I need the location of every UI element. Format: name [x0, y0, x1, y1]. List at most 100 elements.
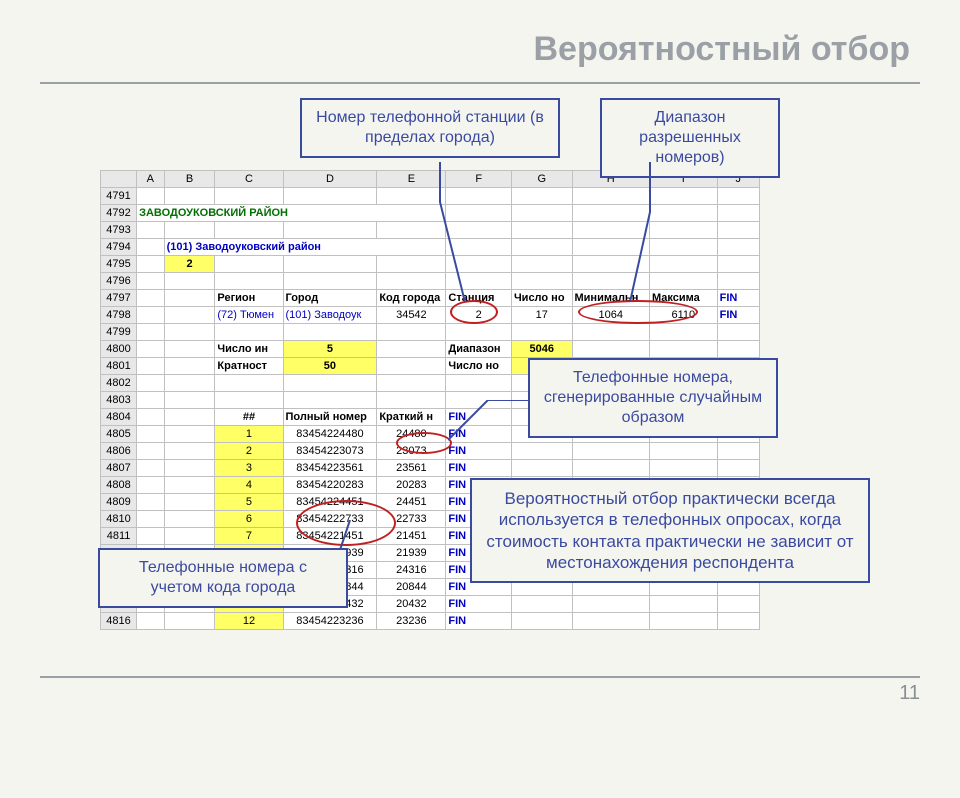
cell[interactable]: 20283: [377, 477, 446, 494]
cell[interactable]: [649, 341, 717, 358]
cell[interactable]: 6: [215, 511, 283, 528]
row-header[interactable]: 4816: [101, 613, 137, 630]
cell[interactable]: [283, 324, 377, 341]
cell[interactable]: [215, 392, 283, 409]
cell[interactable]: [283, 273, 377, 290]
cell[interactable]: [649, 324, 717, 341]
cell[interactable]: [164, 613, 215, 630]
row-header[interactable]: 4808: [101, 477, 137, 494]
cell[interactable]: [164, 341, 215, 358]
cell[interactable]: [572, 613, 649, 630]
cell[interactable]: [717, 222, 759, 239]
cell[interactable]: 24451: [377, 494, 446, 511]
cell[interactable]: 4: [215, 477, 283, 494]
cell[interactable]: [164, 511, 215, 528]
row-header[interactable]: 4797: [101, 290, 137, 307]
row-header[interactable]: 4807: [101, 460, 137, 477]
cell[interactable]: [164, 443, 215, 460]
cell[interactable]: [164, 477, 215, 494]
cell[interactable]: 23236: [377, 613, 446, 630]
cell[interactable]: [137, 392, 165, 409]
cell[interactable]: [717, 613, 759, 630]
row-header[interactable]: 4794: [101, 239, 137, 256]
cell[interactable]: [164, 392, 215, 409]
cell[interactable]: Диапазон: [446, 341, 512, 358]
row-header[interactable]: 4804: [101, 409, 137, 426]
cell[interactable]: [137, 494, 165, 511]
cell[interactable]: 17: [511, 307, 572, 324]
cell[interactable]: [137, 409, 165, 426]
cell[interactable]: [137, 324, 165, 341]
cell[interactable]: 5: [215, 494, 283, 511]
row-header[interactable]: 4799: [101, 324, 137, 341]
cell[interactable]: [377, 392, 446, 409]
cell[interactable]: 83454223073: [283, 443, 377, 460]
cell[interactable]: [215, 324, 283, 341]
row-header[interactable]: 4809: [101, 494, 137, 511]
cell[interactable]: [164, 426, 215, 443]
cell[interactable]: 83454223236: [283, 613, 377, 630]
cell[interactable]: [137, 341, 165, 358]
cell[interactable]: 21939: [377, 545, 446, 562]
cell[interactable]: [572, 341, 649, 358]
cell[interactable]: [717, 188, 759, 205]
cell[interactable]: [137, 460, 165, 477]
cell[interactable]: [717, 205, 759, 222]
cell[interactable]: [215, 273, 283, 290]
cell[interactable]: [137, 239, 165, 256]
cell[interactable]: [164, 358, 215, 375]
cell[interactable]: [164, 375, 215, 392]
cell[interactable]: [137, 222, 165, 239]
cell[interactable]: [572, 443, 649, 460]
cell[interactable]: (101) Заводоук: [283, 307, 377, 324]
row-header[interactable]: 4806: [101, 443, 137, 460]
cell[interactable]: [164, 188, 215, 205]
cell[interactable]: [511, 460, 572, 477]
cell[interactable]: [137, 256, 165, 273]
row-header[interactable]: 4811: [101, 528, 137, 545]
cell[interactable]: [137, 443, 165, 460]
cell[interactable]: [137, 290, 165, 307]
cell[interactable]: [511, 239, 572, 256]
cell[interactable]: [164, 528, 215, 545]
row-header[interactable]: 4810: [101, 511, 137, 528]
cell[interactable]: [164, 290, 215, 307]
cell[interactable]: 23561: [377, 460, 446, 477]
cell[interactable]: [283, 375, 377, 392]
cell[interactable]: 12: [215, 613, 283, 630]
cell[interactable]: [511, 188, 572, 205]
cell[interactable]: FIN: [446, 613, 512, 630]
row-header[interactable]: 4792: [101, 205, 137, 222]
cell[interactable]: [377, 375, 446, 392]
cell[interactable]: [164, 460, 215, 477]
cell[interactable]: [572, 596, 649, 613]
row-header[interactable]: 4803: [101, 392, 137, 409]
row-header[interactable]: 4796: [101, 273, 137, 290]
cell[interactable]: [717, 239, 759, 256]
cell[interactable]: FIN: [717, 307, 759, 324]
cell[interactable]: Число но: [446, 358, 512, 375]
row-header[interactable]: 4802: [101, 375, 137, 392]
cell[interactable]: Регион: [215, 290, 283, 307]
cell[interactable]: 50: [283, 358, 377, 375]
cell[interactable]: [572, 324, 649, 341]
cell[interactable]: 83454224480: [283, 426, 377, 443]
cell[interactable]: Краткий н: [377, 409, 446, 426]
row-header[interactable]: 4798: [101, 307, 137, 324]
cell[interactable]: [446, 375, 512, 392]
cell[interactable]: [511, 256, 572, 273]
cell[interactable]: ##: [215, 409, 283, 426]
cell[interactable]: [572, 460, 649, 477]
cell[interactable]: 20844: [377, 579, 446, 596]
cell[interactable]: [446, 324, 512, 341]
cell[interactable]: [215, 256, 283, 273]
col-header[interactable]: D: [283, 171, 377, 188]
cell[interactable]: FIN: [446, 460, 512, 477]
cell[interactable]: [511, 613, 572, 630]
cell[interactable]: Кратност: [215, 358, 283, 375]
cell[interactable]: [283, 188, 377, 205]
cell[interactable]: Число ин: [215, 341, 283, 358]
cell[interactable]: 20432: [377, 596, 446, 613]
cell[interactable]: [377, 358, 446, 375]
cell[interactable]: [283, 256, 377, 273]
